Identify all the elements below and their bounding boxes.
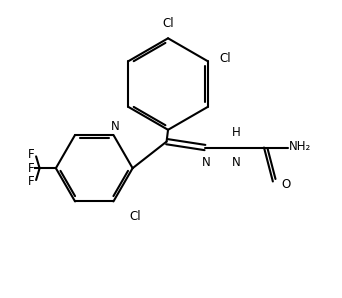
Text: Cl: Cl: [130, 210, 141, 223]
Text: N: N: [202, 156, 211, 169]
Text: F: F: [28, 148, 34, 162]
Text: O: O: [282, 178, 291, 191]
Text: N: N: [232, 156, 240, 169]
Text: Cl: Cl: [220, 52, 231, 65]
Text: N: N: [110, 120, 119, 133]
Text: NH₂: NH₂: [289, 140, 311, 153]
Text: H: H: [232, 126, 240, 139]
Text: F: F: [28, 175, 34, 188]
Text: F: F: [28, 162, 34, 175]
Text: Cl: Cl: [162, 17, 174, 30]
